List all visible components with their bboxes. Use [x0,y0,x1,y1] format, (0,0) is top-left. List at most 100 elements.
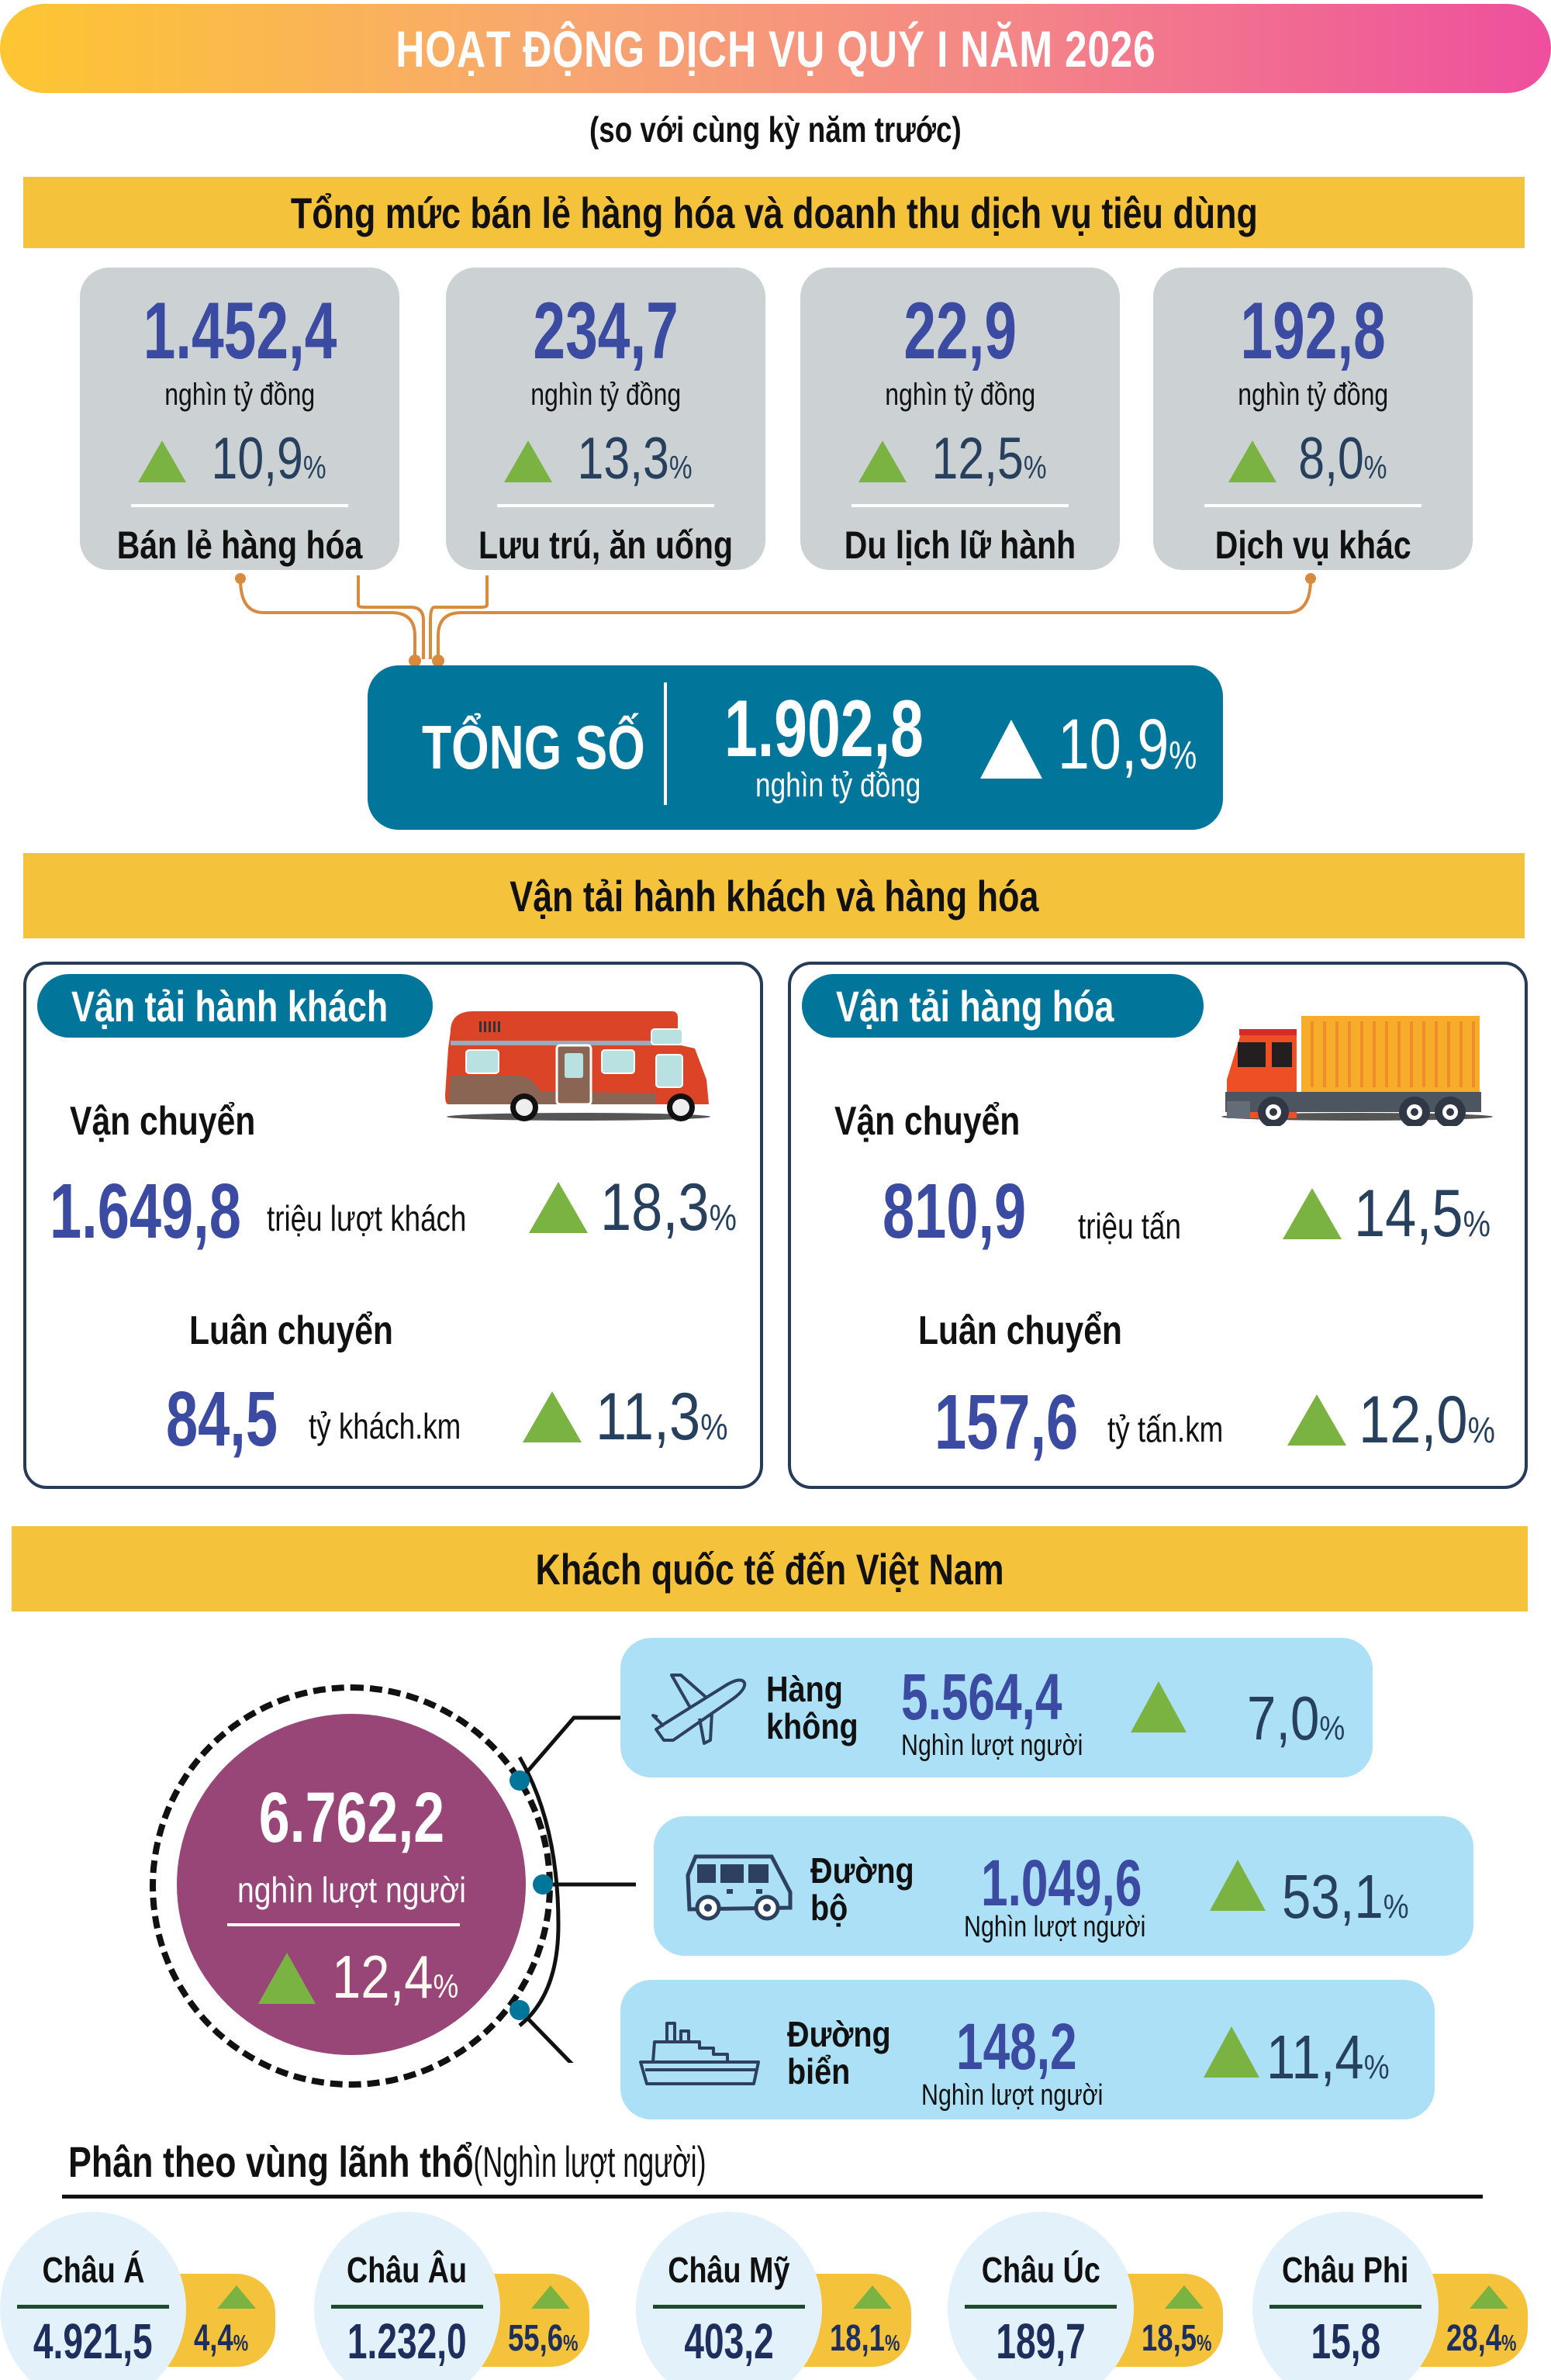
change-row: 12,5% [858,426,1061,492]
change-percent: 13,3% [577,426,693,492]
card-value: 1.452,4 [143,286,337,376]
rotation-change: 11,3% [596,1380,728,1454]
section-title: Khách quốc tế đến Việt Nam [535,1544,1004,1594]
region-value: 1.232,0 [347,2313,467,2369]
carried-unit: triệu tấn [1078,1206,1181,1246]
card-label: Du lịch lữ hành [844,523,1076,567]
card-value: 192,8 [1240,286,1386,376]
rotation-unit: tỷ khách.km [309,1406,461,1446]
divider [62,2195,1483,2199]
card-value: 22,9 [903,286,1017,376]
page-title: HOẠT ĐỘNG DỊCH VỤ QUÝ I NĂM 2026 [395,19,1156,78]
divider [851,504,1069,507]
mode-value: 1.049,6 [981,1846,1142,1919]
international-total-circle: 6.762,2 nghìn lượt người 12,4% [177,1714,526,2055]
increase-triangle-icon [1228,440,1276,482]
branch-connectors [510,1715,636,2063]
carried-value: 1.649,8 [50,1168,241,1255]
mode-unit: Nghìn lượt người [964,1911,1146,1943]
freight-transport-panel: Vận tải hàng hóa Vận chuyển 810,9 triệu … [788,962,1528,1489]
card-label: Dịch vụ khác [1214,523,1411,567]
increase-triangle-icon [258,1953,316,2004]
rotation-value: 84,5 [166,1376,278,1463]
increase-triangle-icon [1283,1188,1342,1239]
change-percent: 10,9% [211,426,327,492]
region-oceania: Châu Úc 189,7 18,5% [948,2212,1258,2380]
region-asia: Châu Á 4.921,5 4,4% [0,2212,310,2380]
regions-heading-text: Phân theo vùng lãnh thổ (Nghìn lượt ngườ… [68,2137,706,2186]
carried-label: Vận chuyển [834,1099,1021,1144]
mode-change: 53,1% [1282,1862,1409,1931]
section-header-retail: Tổng mức bán lẻ hàng hóa và doanh thu dị… [23,177,1525,248]
carried-change: 14,5% [1354,1176,1491,1251]
region-oval [0,2212,186,2380]
increase-triangle-icon [980,720,1042,779]
increase-triangle-icon [1210,1860,1266,1911]
camper-bus-icon [445,1011,710,1121]
passenger-transport-panel: Vận tải hành khách Vận chuyển 1.649,8 tr… [23,962,763,1489]
total-unit: nghìn lượt người [237,1870,466,1910]
section-header-transport: Vận tải hành khách và hàng hóa [23,853,1525,938]
region-change: 28,4% [1446,2318,1517,2359]
divider [131,504,348,507]
rotation-unit: tỷ tấn.km [1107,1409,1224,1449]
carried-unit: triệu lượt khách [267,1198,467,1238]
increase-triangle-icon [138,440,187,482]
carried-change: 18,3% [600,1170,737,1245]
divider [1204,504,1421,507]
region-americas: Châu Mỹ 403,2 18,1% [636,2212,946,2380]
divider [965,2305,1117,2309]
mode-road: Đường bộ 1.049,6 Nghìn lượt người 53,1% [654,1816,1473,1956]
section-title: Vận tải hành khách và hàng hóa [509,871,1039,921]
change-row: 8,0% [1228,426,1398,492]
retail-card-accommodation: 234,7 nghìn tỷ đồng 13,3% Lưu trú, ăn uố… [446,268,765,570]
subtitle-text: (so với cùng kỳ năm trước) [589,109,962,150]
rotation-change: 12,0% [1359,1383,1495,1457]
increase-triangle-icon [1470,2285,1508,2309]
region-oval [636,2212,822,2380]
region-value: 403,2 [684,2313,774,2369]
change-percent: 12,5% [931,426,1048,492]
mode-value: 148,2 [956,2010,1077,2083]
total-value: 6.762,2 [258,1778,444,1857]
mode-unit: Nghìn lượt người [901,1729,1083,1762]
carried-value: 810,9 [883,1168,1027,1255]
card-unit: nghìn tỷ đồng [1238,378,1388,412]
region-value: 15,8 [1311,2313,1380,2369]
total-change: 10,9% [1058,705,1197,784]
divider [1269,2305,1421,2309]
carried-label: Vận chuyển [70,1099,256,1144]
ship-icon [639,2022,760,2085]
increase-triangle-icon [1287,1394,1346,1446]
region-value: 4.921,5 [33,2313,153,2369]
mode-name: Đường biển [787,2014,891,2092]
mode-unit: Nghìn lượt người [921,2079,1104,2112]
increase-triangle-icon [529,1182,588,1233]
mode-sea: Đường biển 148,2 Nghìn lượt người 11,4% [620,1980,1435,2119]
region-oval [314,2212,500,2380]
region-oval [1252,2212,1439,2380]
total-value: 1.902,8 [724,684,924,774]
increase-triangle-icon [1165,2285,1204,2309]
region-europe: Châu Âu 1.232,0 55,6% [314,2212,624,2380]
card-unit: nghìn tỷ đồng [885,378,1035,412]
region-name: Châu Phi [1282,2250,1409,2290]
panel-title-pill: Vận tải hành khách [37,974,433,1038]
divider [664,682,667,805]
change-row: 13,3% [504,426,706,492]
region-name: Châu Á [41,2250,145,2290]
rotation-label: Luân chuyển [189,1308,393,1353]
change-percent: 8,0% [1297,426,1387,492]
card-unit: nghìn tỷ đồng [164,378,315,412]
total-label: TỔNG SỐ [422,713,645,782]
region-name: Châu Úc [981,2250,1100,2290]
connector-lines [235,573,1316,667]
mode-change: 7,0% [1247,1684,1345,1753]
region-name: Châu Âu [347,2250,468,2290]
airplane-icon [651,1674,747,1745]
container-truck-icon [1221,1016,1493,1126]
region-change: 55,6% [508,2318,579,2359]
mode-name: Đường bộ [810,1850,914,1928]
divider [17,2305,169,2309]
van-icon [686,1854,793,1921]
